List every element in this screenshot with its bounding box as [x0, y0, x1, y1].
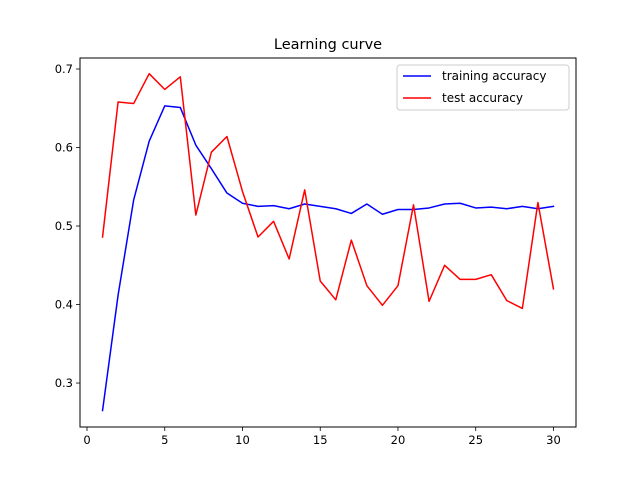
- x-tick-label: 10: [235, 433, 250, 447]
- plot-frame: [79, 57, 577, 428]
- y-tick-label: 0.7: [55, 62, 73, 76]
- legend-box: [396, 64, 570, 111]
- x-axis: 0 5 10 15 20 25 30: [83, 427, 561, 447]
- chart-title: Learning curve: [274, 37, 382, 53]
- series-line-test-accuracy: [101, 72, 555, 310]
- y-tick-label: 0.5: [55, 219, 73, 233]
- y-axis: 0.3 0.4 0.5 0.6 0.7: [55, 62, 80, 390]
- series-layer: [101, 72, 555, 412]
- x-tick-label: 25: [468, 433, 483, 447]
- legend-label: test accuracy: [442, 91, 523, 105]
- x-tick-label: 5: [161, 433, 168, 447]
- series-line-training-accuracy: [101, 105, 555, 412]
- y-tick-label: 0.4: [55, 298, 73, 312]
- legend: training accuracy test accuracy: [396, 64, 570, 111]
- x-tick-label: 30: [546, 433, 561, 447]
- x-tick-label: 20: [391, 433, 406, 447]
- legend-label: training accuracy: [442, 69, 546, 83]
- x-tick-label: 15: [313, 433, 328, 447]
- y-tick-label: 0.3: [55, 376, 73, 390]
- x-tick-label: 0: [83, 433, 90, 447]
- y-tick-label: 0.6: [55, 141, 73, 155]
